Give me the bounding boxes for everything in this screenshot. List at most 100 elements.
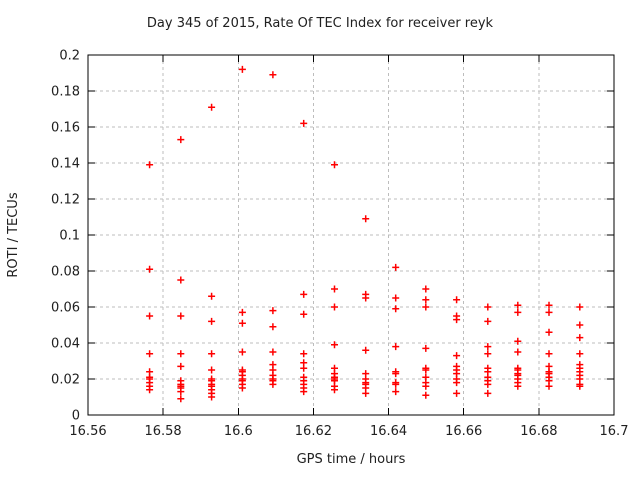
data-point-marker: [545, 382, 553, 390]
data-point-marker: [422, 382, 430, 390]
data-point-marker: [514, 308, 522, 316]
data-point-marker: [514, 382, 522, 390]
data-point-marker: [576, 382, 584, 390]
data-point-marker: [146, 386, 154, 394]
data-point-marker: [576, 334, 584, 342]
data-point-marker: [514, 348, 522, 356]
data-point-marker: [576, 303, 584, 311]
data-point-marker: [453, 389, 461, 397]
data-point-marker: [177, 388, 185, 396]
data-point-marker: [514, 337, 522, 345]
data-point-marker: [422, 285, 430, 293]
x-axis-label: GPS time / hours: [296, 452, 406, 467]
data-points: [146, 65, 584, 403]
data-point-marker: [208, 317, 216, 325]
data-point-marker: [208, 366, 216, 374]
data-point-marker: [177, 276, 185, 284]
chart-title: Day 345 of 2015, Rate Of TEC Index for r…: [146, 16, 494, 31]
data-point-marker: [238, 308, 246, 316]
data-point-marker: [392, 263, 400, 271]
data-point-marker: [422, 366, 430, 374]
data-point-marker: [238, 65, 246, 73]
data-point-marker: [269, 348, 277, 356]
data-point-marker: [331, 386, 338, 394]
data-point-marker: [300, 119, 308, 127]
data-point-marker: [362, 294, 370, 302]
data-point-marker: [208, 292, 216, 300]
data-point-marker: [545, 350, 553, 358]
y-tick-label: 0.12: [51, 193, 80, 208]
data-point-marker: [392, 305, 400, 313]
data-point-marker: [362, 215, 370, 223]
data-point-marker: [514, 301, 522, 309]
data-point-marker: [300, 350, 308, 358]
data-point-marker: [392, 294, 400, 302]
data-point-marker: [392, 343, 400, 351]
data-point-marker: [331, 285, 338, 293]
data-point-marker: [269, 307, 277, 315]
axis-ticks: [87, 54, 615, 416]
data-point-marker: [177, 136, 185, 144]
y-tick-labels: 0 0.02 0.04 0.06 0.08 0.1 0.12 0.14 0.16 0.18 0.2: [51, 49, 80, 424]
data-point-marker: [453, 352, 461, 360]
data-point-marker: [208, 103, 216, 111]
data-point-marker: [146, 312, 154, 320]
y-tick-label: 0.14: [51, 157, 80, 172]
data-point-marker: [484, 303, 492, 311]
x-tick-label: 16.56: [69, 424, 106, 439]
y-tick-label: 0.18: [51, 85, 80, 100]
y-tick-label: 0.1: [59, 229, 80, 244]
data-point-marker: [177, 362, 185, 370]
data-point-marker: [392, 370, 400, 378]
data-point-marker: [484, 343, 492, 351]
data-point-marker: [269, 323, 277, 331]
gridlines: [88, 55, 614, 415]
x-tick-label: 16.62: [295, 424, 332, 439]
x-tick-label: 16.66: [445, 424, 482, 439]
data-point-marker: [208, 393, 216, 401]
data-point-marker: [392, 388, 400, 396]
data-point-marker: [146, 350, 154, 358]
data-point-marker: [300, 364, 308, 372]
data-point-marker: [362, 346, 370, 354]
data-point-marker: [238, 384, 246, 392]
data-point-marker: [484, 350, 492, 358]
data-point-marker: [422, 391, 430, 399]
data-point-marker: [269, 380, 277, 388]
x-tick-label: 16.68: [520, 424, 557, 439]
y-tick-label: 0.08: [51, 265, 80, 280]
data-point-marker: [576, 350, 584, 358]
data-point-marker: [392, 380, 400, 388]
data-point-marker: [545, 308, 553, 316]
data-point-marker: [177, 350, 185, 358]
y-tick-label: 0.06: [51, 301, 80, 316]
data-point-marker: [453, 316, 461, 324]
data-point-marker: [545, 301, 553, 309]
data-point-marker: [484, 380, 492, 388]
data-point-marker: [238, 348, 246, 356]
data-point-marker: [576, 321, 584, 329]
x-tick-label: 16.7: [600, 424, 629, 439]
data-point-marker: [331, 341, 338, 349]
data-point-marker: [269, 71, 277, 79]
data-point-marker: [484, 389, 492, 397]
data-point-marker: [422, 344, 430, 352]
data-point-marker: [453, 379, 461, 387]
data-point-marker: [146, 161, 154, 169]
data-point-marker: [331, 303, 338, 311]
data-point-marker: [146, 265, 154, 273]
x-tick-label: 16.58: [144, 424, 181, 439]
data-point-marker: [177, 312, 185, 320]
data-point-marker: [300, 310, 308, 318]
data-point-marker: [422, 296, 430, 304]
x-tick-label: 16.64: [370, 424, 407, 439]
x-tick-label: 16.6: [224, 424, 253, 439]
data-point-marker: [545, 328, 553, 336]
data-point-marker: [177, 395, 185, 403]
x-tick-labels: 16.56 16.58 16.6 16.62 16.64 16.66 16.68 16.7: [69, 424, 628, 439]
y-tick-label: 0.02: [51, 373, 80, 388]
data-point-marker: [238, 319, 246, 327]
data-point-marker: [331, 161, 338, 169]
